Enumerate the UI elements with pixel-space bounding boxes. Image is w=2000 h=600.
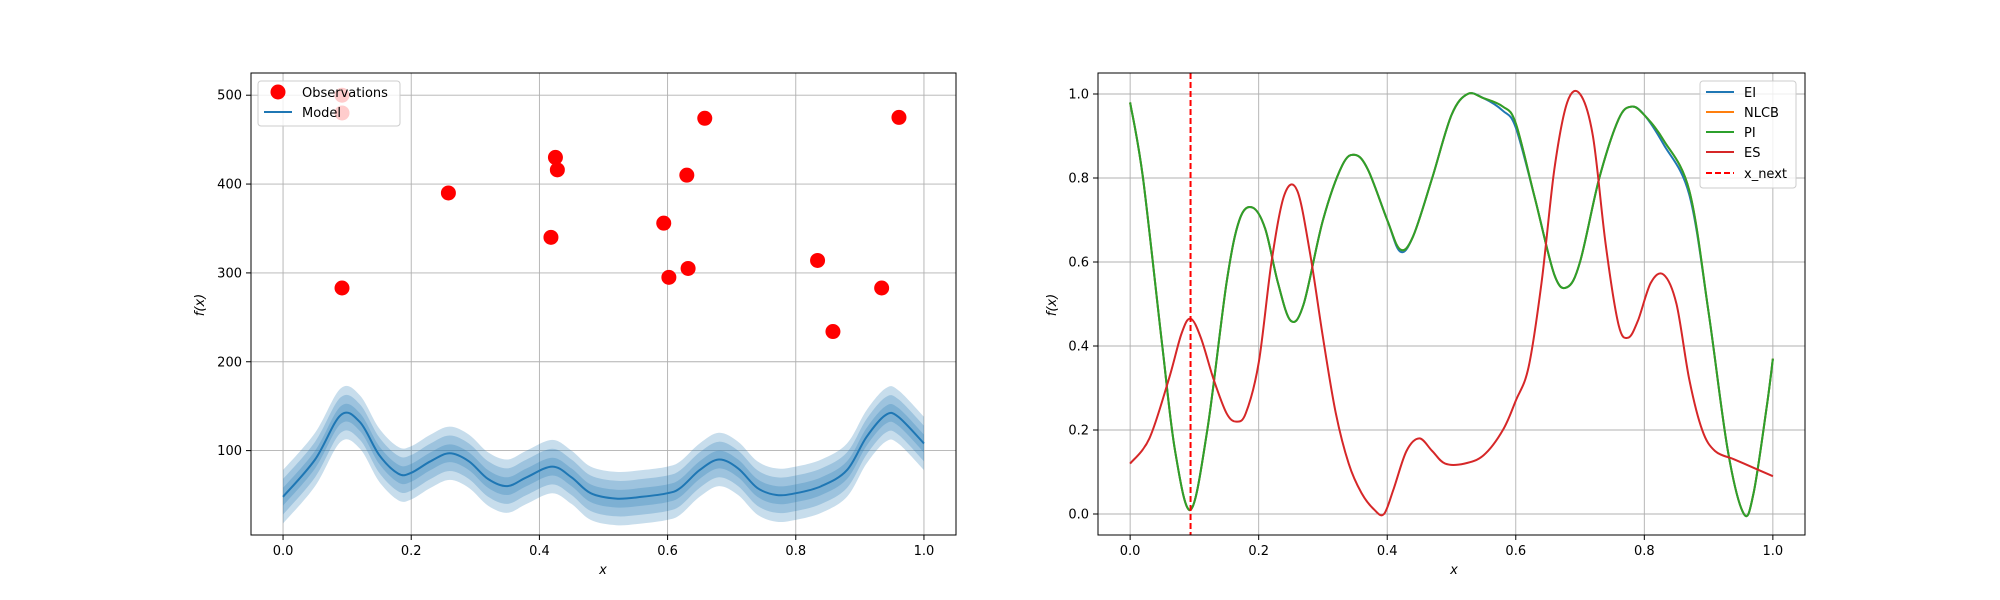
right-series-lines bbox=[1129, 73, 1774, 535]
right-legend-ei-label: EI bbox=[1744, 86, 1756, 101]
right-x-tick-label: 0.8 bbox=[1634, 544, 1655, 559]
right-y-tick-label: 0.0 bbox=[1068, 508, 1089, 523]
left-observation-point bbox=[697, 110, 713, 126]
right-x-tick-label: 1.0 bbox=[1763, 544, 1784, 559]
left-observation-point bbox=[825, 324, 841, 340]
right-axes-frame bbox=[1097, 72, 1806, 536]
right-x-axis-label: x bbox=[1449, 563, 1458, 578]
left-y-axis-label: f(x) bbox=[193, 294, 208, 316]
right-x-tick-label: 0.2 bbox=[1248, 544, 1269, 559]
left-observation-points bbox=[334, 87, 907, 340]
left-legend-observations-marker bbox=[270, 84, 286, 100]
right-x-tick-label: 0.4 bbox=[1377, 544, 1398, 559]
right-legend-nlcb-label: NLCB bbox=[1744, 106, 1779, 121]
left-y-tick-label: 100 bbox=[217, 444, 242, 459]
left-observation-point bbox=[547, 149, 563, 165]
right-series-line-es bbox=[1129, 89, 1774, 517]
left-model-band-2 bbox=[283, 394, 924, 517]
left-axes-frame bbox=[250, 72, 957, 536]
right-ticks: 0.0 0.2 0.4 0.6 0.8 1.0 0.0 0.2 0.4 0.6 0.8 1.0 bbox=[1068, 88, 1783, 560]
left-legend: Observations Model bbox=[257, 80, 401, 127]
left-observation-point bbox=[680, 260, 696, 276]
right-legend-pi-label: PI bbox=[1744, 126, 1756, 141]
right-x-tick-label: 0.0 bbox=[1120, 544, 1141, 559]
left-observation-point bbox=[334, 280, 350, 296]
right-legend-xnext-label: x_next bbox=[1744, 167, 1787, 182]
left-observation-point bbox=[661, 269, 677, 285]
left-observation-point bbox=[549, 162, 565, 178]
left-y-tick-label: 200 bbox=[217, 355, 242, 370]
right-y-tick-label: 0.4 bbox=[1068, 340, 1089, 355]
left-observation-point bbox=[891, 109, 907, 125]
left-ticks: 0.0 0.2 0.4 0.6 0.8 1.0 100 200 300 400 500 bbox=[217, 89, 934, 559]
left-model-mean-line bbox=[282, 411, 925, 500]
right-series-line-pi bbox=[1129, 92, 1774, 518]
left-legend-box bbox=[257, 80, 401, 127]
right-y-tick-label: 0.8 bbox=[1068, 172, 1089, 187]
left-model-line-group bbox=[282, 411, 925, 500]
left-axes-border bbox=[250, 72, 957, 536]
right-axes-border bbox=[1097, 72, 1806, 536]
left-observation-point bbox=[810, 252, 826, 268]
left-chart-panel: 0.0 0.2 0.4 0.6 0.8 1.0 100 200 300 400 500 x f(x)… bbox=[193, 72, 957, 578]
left-x-tick-label: 0.8 bbox=[785, 544, 806, 559]
left-y-tick-label: 500 bbox=[217, 89, 242, 104]
left-x-axis-label: x bbox=[598, 563, 607, 578]
left-x-tick-label: 0.2 bbox=[401, 544, 422, 559]
left-legend-model-label: Model bbox=[302, 106, 341, 121]
right-y-axis-label: f(x) bbox=[1045, 294, 1060, 316]
left-x-tick-label: 0.4 bbox=[529, 544, 550, 559]
left-observation-point bbox=[656, 215, 672, 231]
left-x-tick-label: 1.0 bbox=[914, 544, 935, 559]
left-grid bbox=[251, 73, 956, 535]
left-x-tick-label: 0.6 bbox=[657, 544, 678, 559]
left-y-tick-label: 400 bbox=[217, 178, 242, 193]
right-legend-es-label: ES bbox=[1744, 146, 1760, 161]
right-chart-panel: 0.0 0.2 0.4 0.6 0.8 1.0 0.0 0.2 0.4 0.6 0.8 1.0 x f… bbox=[1045, 72, 1806, 578]
left-y-tick-label: 300 bbox=[217, 266, 242, 281]
right-y-tick-label: 0.6 bbox=[1068, 256, 1089, 271]
right-legend: EI NLCB PI ES x_next bbox=[1699, 80, 1797, 189]
left-observation-point bbox=[543, 229, 559, 245]
left-legend-observations-label: Observations bbox=[302, 86, 388, 101]
left-observation-point bbox=[679, 167, 695, 183]
left-x-tick-label: 0.0 bbox=[273, 544, 294, 559]
right-y-tick-label: 1.0 bbox=[1068, 88, 1089, 103]
left-observation-point bbox=[874, 280, 890, 296]
right-legend-box bbox=[1699, 80, 1797, 189]
right-x-tick-label: 0.6 bbox=[1505, 544, 1526, 559]
left-observation-point bbox=[440, 185, 456, 201]
right-y-tick-label: 0.2 bbox=[1068, 424, 1089, 439]
left-model-band-3 bbox=[283, 403, 924, 508]
